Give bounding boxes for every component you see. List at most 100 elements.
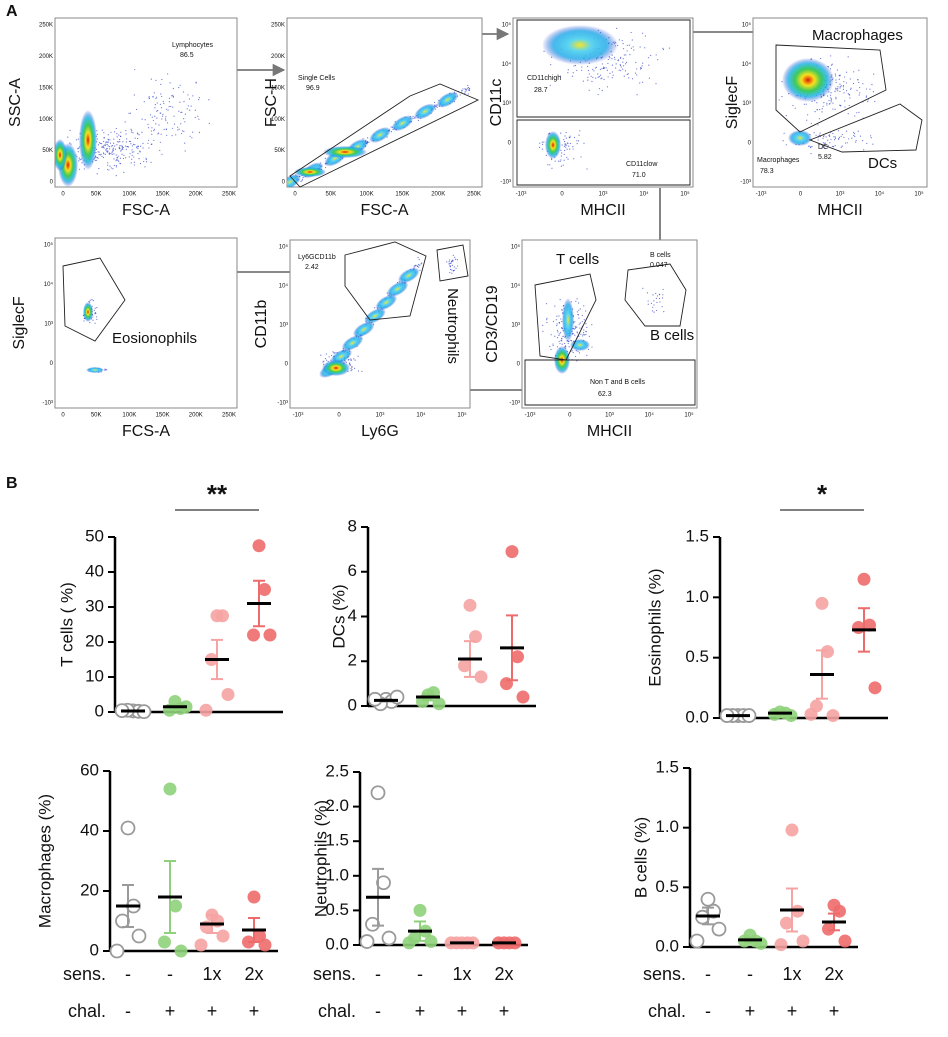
- event-dot: [134, 144, 136, 146]
- event-dot: [92, 319, 94, 321]
- event-dot: [591, 80, 593, 83]
- event-dot: [153, 92, 155, 94]
- event-dot: [556, 323, 558, 325]
- event-dot: [178, 110, 180, 112]
- event-dot: [579, 327, 581, 329]
- flow-x-tick: 0: [61, 192, 65, 198]
- event-dot: [350, 367, 352, 370]
- event-dot: [854, 135, 856, 138]
- event-dot: [351, 369, 353, 371]
- event-dot: [197, 115, 199, 117]
- event-dot: [183, 130, 185, 133]
- gate: [534, 273, 597, 361]
- event-dot: [181, 130, 184, 132]
- event-dot: [163, 102, 165, 104]
- event-dot: [847, 113, 849, 115]
- event-dot: [330, 354, 333, 357]
- event-dot: [594, 67, 597, 69]
- event-dot: [844, 100, 846, 102]
- flow-x-tick: 0: [799, 192, 803, 198]
- event-dot: [98, 153, 100, 156]
- event-dot: [574, 355, 577, 358]
- event-dot: [558, 322, 561, 324]
- event-dot: [592, 76, 594, 79]
- event-dot: [101, 129, 103, 131]
- event-dot: [144, 166, 146, 168]
- event-dot: [112, 148, 114, 150]
- event-dot: [198, 118, 200, 120]
- event-dot: [75, 139, 78, 141]
- x-group-label: +: [499, 1001, 510, 1021]
- event-dot: [113, 131, 116, 133]
- flow-x-tick: 100K: [122, 192, 136, 198]
- event-dot: [186, 108, 188, 110]
- event-dot: [333, 352, 335, 354]
- event-dot: [374, 307, 376, 309]
- flow-y-tick: 10⁴: [279, 283, 289, 290]
- event-dot: [461, 91, 463, 93]
- event-dot: [830, 64, 833, 66]
- event-dot: [575, 326, 577, 328]
- flow-x-label: MHCII: [587, 423, 632, 440]
- event-dot: [613, 56, 616, 58]
- event-dot: [412, 115, 414, 117]
- event-dot: [827, 139, 829, 141]
- event-dot: [586, 354, 588, 356]
- x-group-label: +: [829, 1001, 840, 1021]
- data-point: [780, 916, 793, 930]
- event-dot: [357, 370, 360, 372]
- event-dot: [77, 138, 79, 140]
- event-dot: [858, 111, 860, 113]
- flow-y-tick: 10⁵: [511, 244, 521, 251]
- event-dot: [865, 95, 868, 97]
- event-dot: [859, 135, 862, 137]
- flow-plot: MHCII CD11c -10³ 0 10³ 10⁴ 10⁵ -10³ 0 10³ 10⁴ 10⁵ CD…: [488, 17, 694, 219]
- y-tick-label: 1.0: [655, 817, 679, 836]
- data-point: [359, 934, 375, 949]
- event-dot: [167, 73, 169, 75]
- event-dot: [139, 145, 142, 147]
- event-dot: [599, 74, 602, 76]
- event-dot: [871, 83, 873, 86]
- event-dot: [849, 97, 851, 99]
- event-dot: [620, 66, 622, 68]
- event-dot: [867, 100, 869, 103]
- event-dot: [805, 103, 807, 105]
- event-dot: [120, 150, 122, 152]
- event-dot: [634, 72, 637, 74]
- event-dot: [568, 346, 570, 348]
- flow-y-label: SiglecF: [11, 296, 28, 350]
- event-dot: [619, 57, 622, 59]
- event-dot: [823, 135, 825, 137]
- x-group-label: -: [375, 1001, 381, 1021]
- event-dot: [142, 147, 144, 149]
- event-dot: [842, 86, 844, 88]
- event-dot: [323, 360, 325, 362]
- event-dot: [160, 93, 162, 95]
- event-dot: [118, 134, 120, 136]
- event-dot: [833, 136, 835, 138]
- event-dot: [559, 299, 561, 301]
- flow-y-tick: 250K: [271, 23, 285, 29]
- data-point: [174, 944, 188, 958]
- event-dot: [559, 332, 562, 334]
- event-dot: [138, 158, 140, 160]
- event-dot: [110, 152, 112, 155]
- event-dot: [602, 66, 605, 68]
- event-dot: [603, 78, 605, 81]
- event-dot: [147, 142, 149, 144]
- event-dot: [655, 54, 657, 56]
- flow-y-tick: -10³: [277, 401, 288, 407]
- event-dot: [165, 108, 168, 110]
- event-dot: [143, 160, 145, 163]
- event-dot: [569, 142, 571, 145]
- event-dot: [453, 266, 455, 268]
- event-dot: [578, 134, 580, 136]
- event-dot: [567, 72, 569, 74]
- event-dot: [822, 137, 824, 140]
- event-dot: [95, 312, 97, 315]
- event-dot: [625, 54, 627, 56]
- events: [538, 25, 670, 170]
- data-point: [711, 921, 727, 937]
